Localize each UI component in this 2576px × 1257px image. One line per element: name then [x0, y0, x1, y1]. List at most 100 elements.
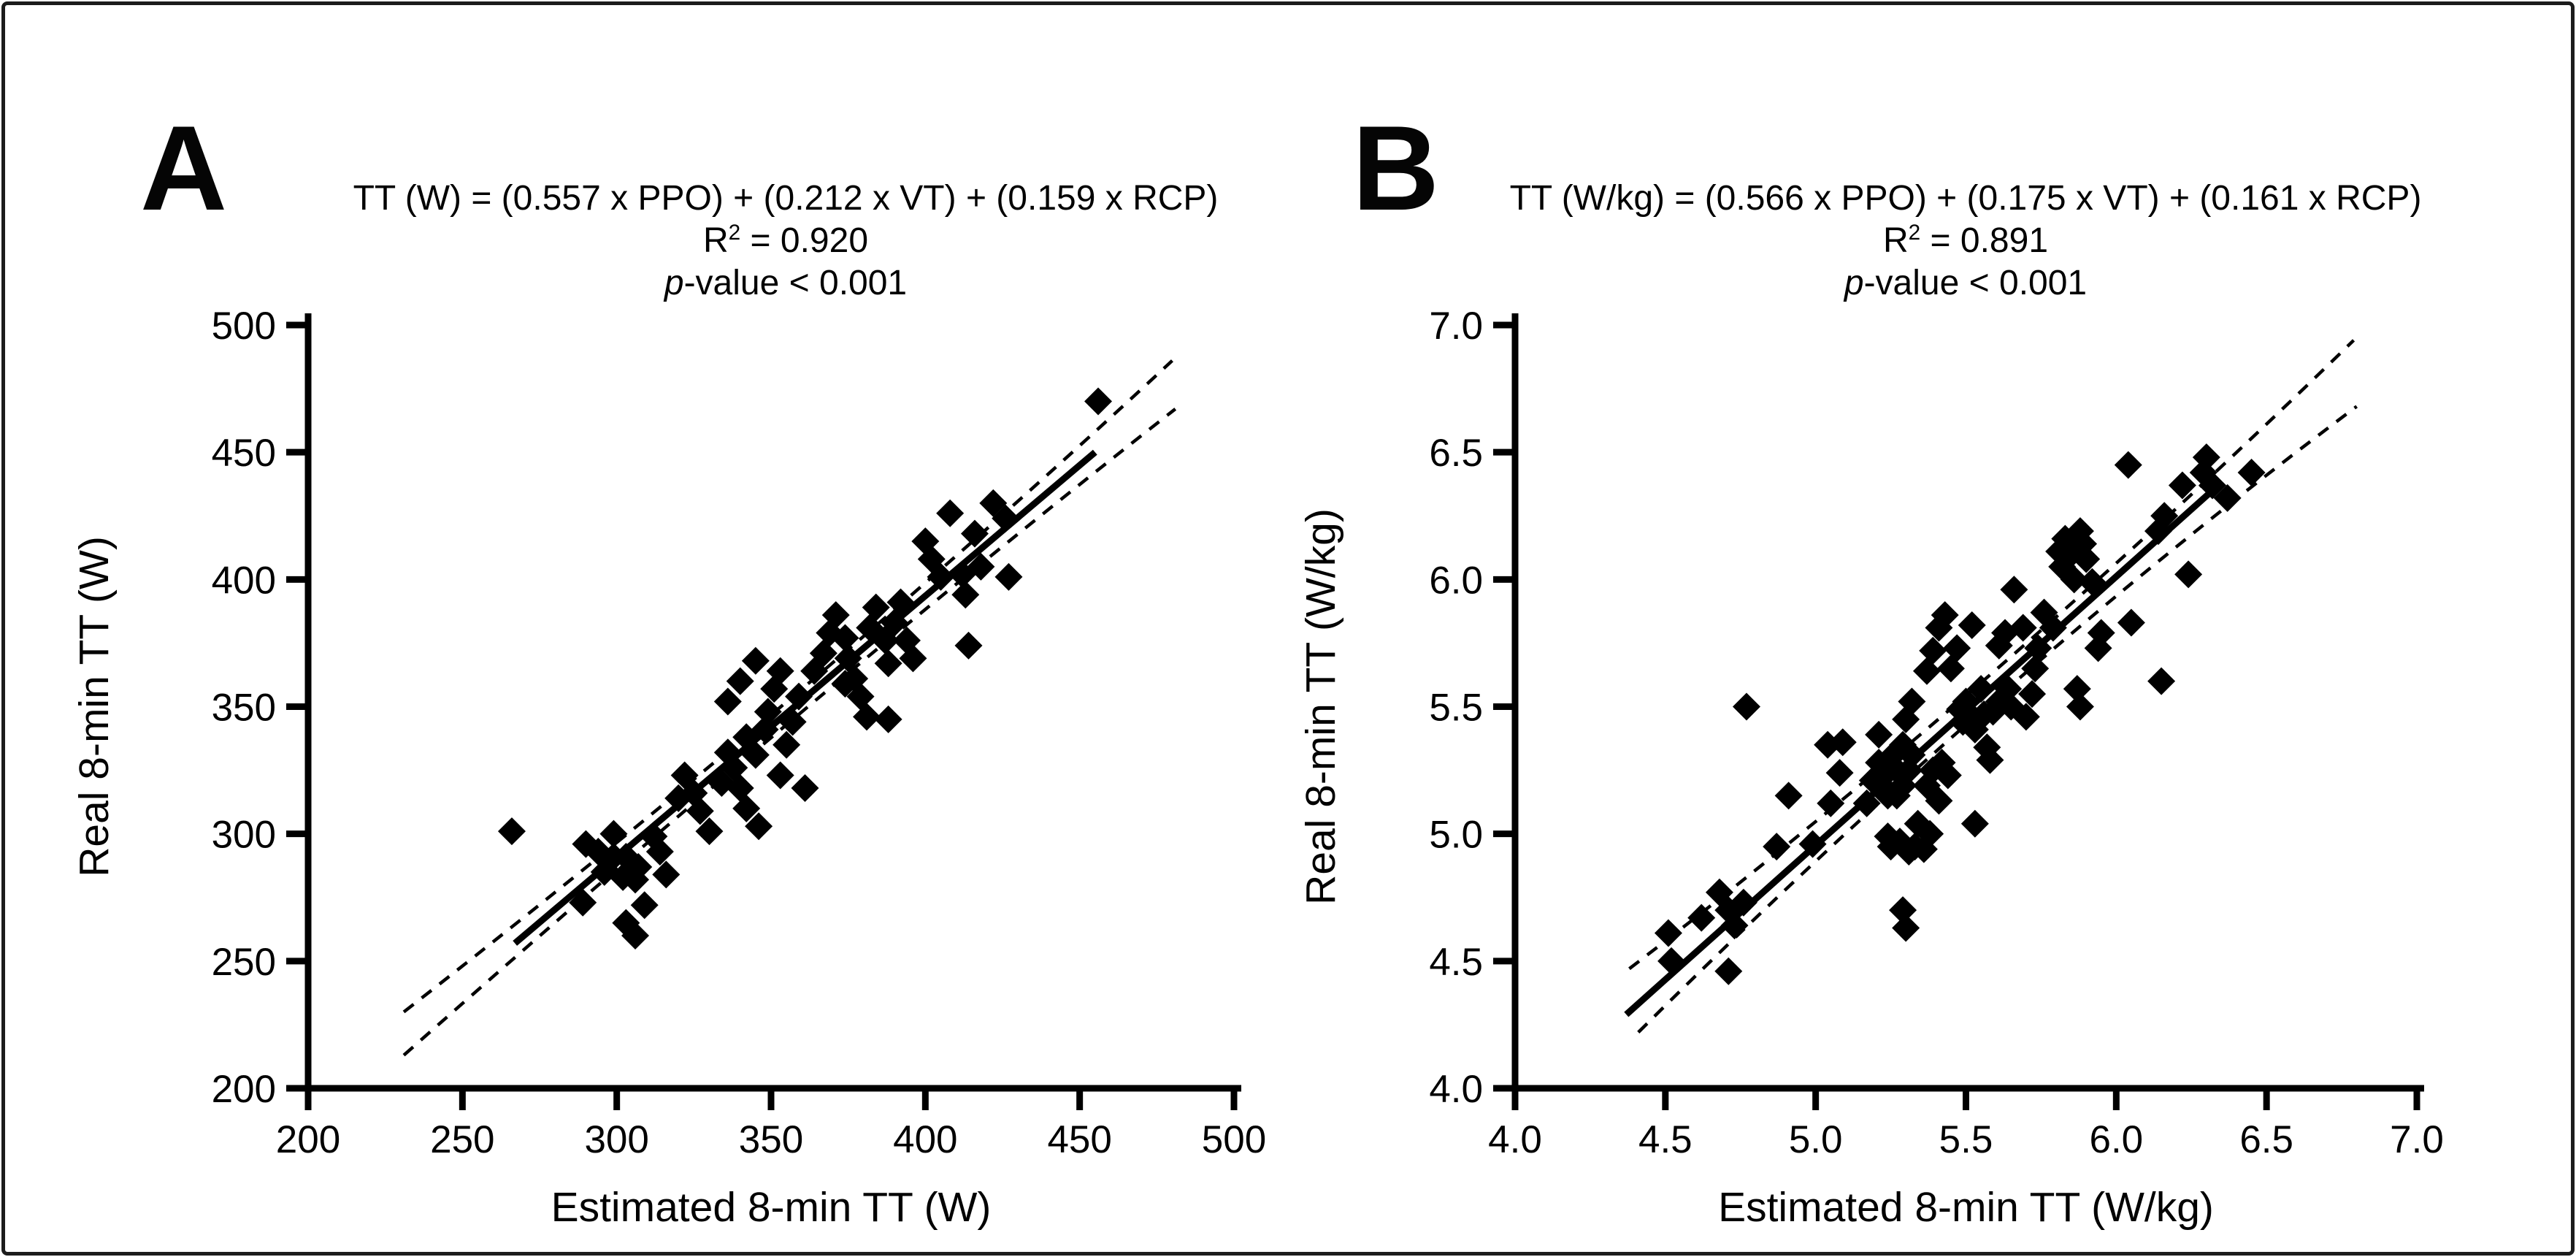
data-point [1936, 654, 1965, 683]
p-value-text: -value < 0.001 [683, 264, 908, 302]
data-point [967, 552, 995, 581]
data-point [1732, 692, 1760, 721]
y-tick-label: 300 [212, 814, 276, 857]
ci-upper-line [402, 359, 1174, 1014]
p-value-text: -value < 0.001 [1863, 264, 2088, 302]
panel-b-label: B [1352, 101, 1440, 235]
y-tick-label: 400 [212, 559, 276, 602]
data-point [936, 499, 965, 527]
data-point [773, 730, 801, 759]
x-tick-label: 450 [1047, 1118, 1111, 1161]
data-point [2000, 576, 2028, 604]
ci-lower-line [1637, 405, 2358, 1034]
data-point [2009, 614, 2037, 642]
data-point [2147, 667, 2176, 695]
r-exponent: 2 [728, 221, 741, 245]
data-point [2213, 484, 2242, 512]
data-point [1931, 601, 1959, 630]
panel-a-p-value: p-value < 0.001 [165, 262, 1406, 305]
data-point [2174, 560, 2203, 589]
panel-b-equation: TT (W/kg) = (0.566 x PPO) + (0.175 x VT)… [1509, 179, 2422, 218]
data-point [2072, 545, 2101, 573]
data-point [695, 817, 724, 846]
data-point [1825, 759, 1854, 787]
data-point [874, 705, 902, 733]
data-point [853, 703, 881, 731]
y-tick-label: 500 [212, 305, 276, 348]
y-tick-label: 5.0 [1429, 814, 1483, 857]
data-point [954, 631, 983, 660]
data-point [846, 682, 875, 711]
data-point [766, 657, 794, 685]
panel-a-equation: TT (W) = (0.557 x PPO) + (0.212 x VT) + … [353, 179, 1219, 218]
data-point [1865, 720, 1893, 749]
data-point [1852, 789, 1881, 817]
data-point [624, 852, 653, 881]
data-point [1084, 387, 1113, 416]
data-point [645, 838, 674, 866]
data-point [960, 519, 989, 548]
p-symbol: p [664, 264, 684, 302]
data-point [686, 797, 714, 825]
data-point [2150, 502, 2179, 530]
y-axis-title: Real 8-min TT (W/kg) [1297, 508, 1344, 905]
x-tick-label: 500 [1202, 1118, 1266, 1161]
data-point [809, 639, 837, 668]
data-point [834, 644, 862, 673]
y-tick-label: 350 [212, 687, 276, 730]
x-tick-label: 6.0 [2089, 1118, 2143, 1161]
data-point [1916, 819, 1944, 848]
data-point [886, 588, 915, 616]
r-symbol: R [1882, 221, 1909, 260]
data-point [856, 614, 884, 642]
data-point [2078, 568, 2107, 596]
x-tick-label: 4.5 [1638, 1118, 1693, 1161]
data-point [1976, 746, 2004, 774]
data-point [726, 667, 754, 695]
y-tick-label: 5.5 [1429, 687, 1483, 730]
data-point [821, 601, 850, 630]
data-point [2114, 451, 2142, 479]
y-tick-label: 6.0 [1429, 559, 1483, 602]
x-tick-label: 350 [739, 1118, 803, 1161]
data-point [1925, 787, 1953, 815]
panel-a-label: A [140, 101, 228, 235]
ci-lower-line [402, 408, 1177, 1057]
y-tick-label: 4.0 [1429, 1068, 1483, 1111]
data-point [1654, 919, 1682, 947]
panel-a-plot: 200 250 300 350 400 450 500 200 250 300 350 400 450 5… [71, 305, 1266, 1231]
panel-b-r-squared: R2 = 0.891 [1345, 220, 2576, 262]
data-point [630, 891, 659, 920]
data-point [766, 761, 794, 790]
data-point [1763, 833, 1791, 861]
panel-a-title: TT (W) = (0.557 x PPO) + (0.212 x VT) + … [165, 177, 1406, 305]
data-point [1828, 728, 1857, 757]
r-symbol: R [702, 221, 729, 260]
y-axis-title: Real 8-min TT (W) [71, 536, 118, 877]
data-point [1720, 912, 1749, 940]
data-point [1714, 957, 1743, 985]
x-tick-label: 7.0 [2390, 1118, 2444, 1161]
data-point [745, 812, 773, 841]
y-tick-label: 450 [212, 432, 276, 475]
ci-upper-line [1628, 339, 2355, 971]
data-point [2012, 703, 2040, 731]
p-symbol: p [1844, 264, 1864, 302]
data-point [994, 562, 1023, 591]
data-point [652, 860, 681, 889]
data-point [791, 773, 819, 802]
data-point [497, 817, 526, 846]
data-point [778, 708, 807, 736]
y-tick-label: 250 [212, 941, 276, 984]
data-point [862, 593, 890, 622]
data-point [754, 698, 782, 726]
y-tick-label: 7.0 [1429, 305, 1483, 348]
panel-b-title: TT (W/kg) = (0.566 x PPO) + (0.175 x VT)… [1345, 177, 2576, 305]
data-point [927, 562, 955, 591]
data-point [713, 687, 742, 716]
data-point [2021, 654, 2050, 683]
data-point [1729, 888, 1757, 917]
x-axis-title: Estimated 8-min TT (W/kg) [1718, 1184, 2214, 1231]
